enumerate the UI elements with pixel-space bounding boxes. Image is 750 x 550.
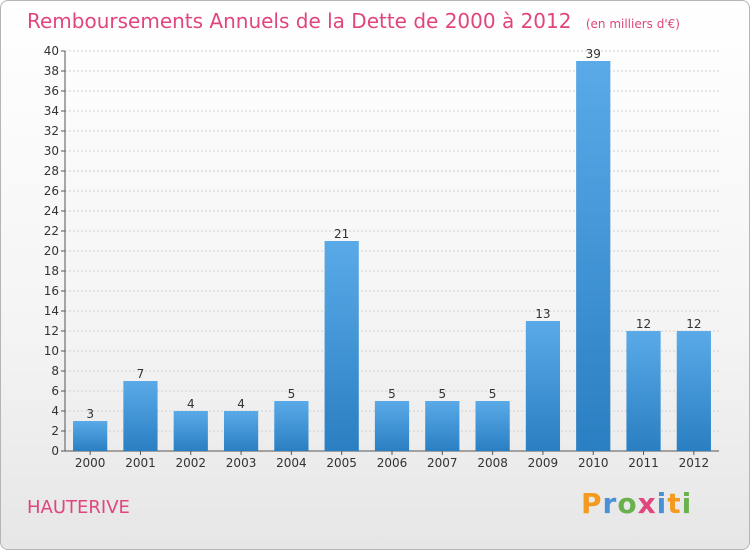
bar [626,331,661,451]
bar [525,321,561,451]
bar [173,411,208,451]
y-tick-label: 34 [44,104,59,118]
x-tick-label: 2006 [377,456,408,470]
chart-unit: (en milliers d'€) [585,17,680,31]
data-label: 4 [187,397,195,411]
data-label: 5 [388,387,396,401]
labels: 2000 3 2001 7 2002 4 2003 4 2004 5 2005 21 2006 5 2007… [75,47,709,470]
y-tick-label: 6 [51,384,59,398]
y-tick-label: 32 [44,124,59,138]
bar [475,401,510,451]
data-label: 4 [237,397,245,411]
x-tick-label: 2009 [528,456,559,470]
y-tick-label: 40 [44,44,59,58]
bars [73,61,711,451]
x-tick-label: 2007 [427,456,458,470]
bar [324,241,359,451]
data-label: 12 [686,317,701,331]
y-tick-label: 10 [44,344,59,358]
data-label: 21 [334,227,349,241]
y-tick-label: 0 [51,444,59,458]
data-label: 5 [489,387,497,401]
data-label: 3 [86,407,94,421]
data-label: 5 [438,387,446,401]
data-label: 39 [586,47,601,61]
x-tick-label: 2004 [276,456,307,470]
bar [374,401,410,451]
x-tick-label: 2011 [628,456,659,470]
data-label: 13 [535,307,550,321]
x-tick-label: 2010 [578,456,609,470]
x-tick-label: 2000 [75,456,106,470]
x-tick-label: 2012 [679,456,710,470]
y-tick-label: 36 [44,84,59,98]
bar [274,401,309,451]
y-tick-label: 28 [44,164,59,178]
bar [676,331,711,451]
chart-title: Remboursements Annuels de la Dette de 20… [27,9,680,33]
y-tick-label: 4 [51,404,59,418]
x-tick-label: 2001 [125,456,156,470]
bar [223,411,259,451]
bar [425,401,460,451]
y-tick-label: 8 [51,364,59,378]
y-tick-label: 16 [44,284,59,298]
x-tick-label: 2002 [175,456,206,470]
y-tick-label: 12 [44,324,59,338]
x-tick-label: 2008 [477,456,508,470]
bar [576,61,611,451]
y-tick-label: 22 [44,224,59,238]
y-tick-label: 14 [44,304,59,318]
y-tick-label: 30 [44,144,59,158]
y-tick-label: 18 [44,264,59,278]
y-tick-label: 38 [44,64,59,78]
data-label: 12 [636,317,651,331]
x-tick-label: 2003 [226,456,257,470]
city-name: HAUTERIVE [27,497,130,518]
y-tick-label: 24 [44,204,59,218]
data-label: 5 [288,387,296,401]
chart-title-text: Remboursements Annuels de la Dette de 20… [27,9,572,33]
y-tick-label: 20 [44,244,59,258]
bar [123,381,158,451]
x-tick-label: 2005 [326,456,357,470]
proxiti-logo: Proxiti [581,487,693,520]
y-tick-label: 2 [51,424,59,438]
bar [73,421,108,451]
data-label: 7 [137,367,145,381]
y-tick-label: 26 [44,184,59,198]
